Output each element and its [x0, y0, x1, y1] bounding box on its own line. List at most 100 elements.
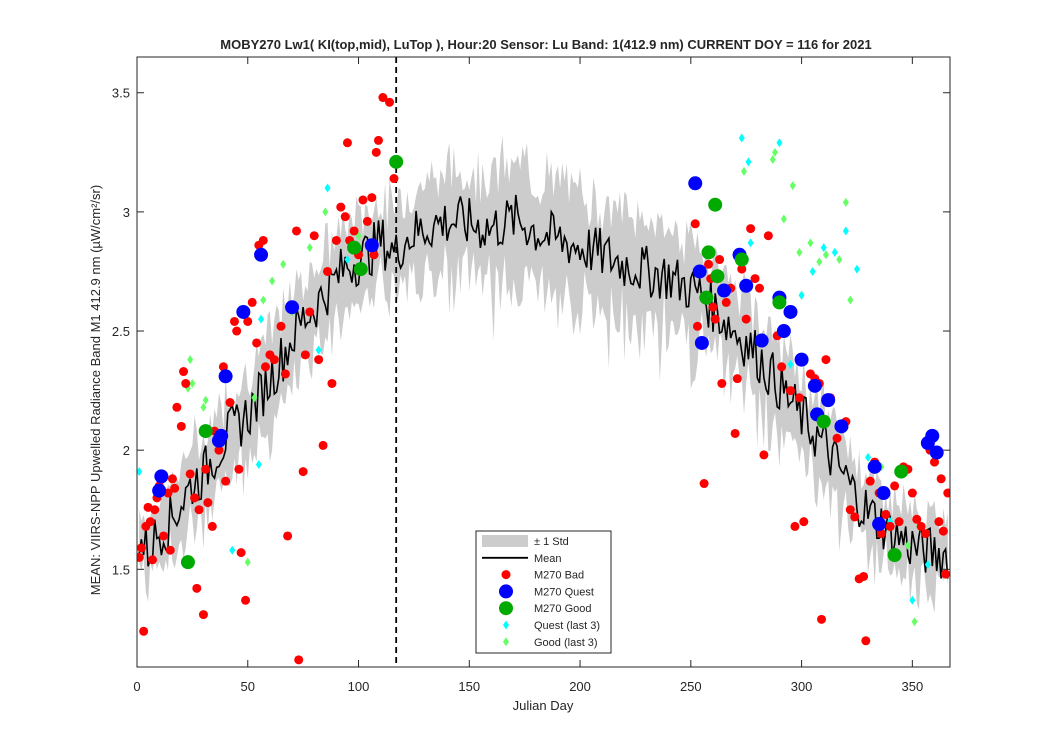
bad-point	[165, 545, 175, 555]
bad-point	[214, 445, 224, 455]
bad-point	[221, 476, 231, 486]
quest-point	[739, 278, 754, 293]
good-last3-point	[187, 355, 194, 365]
bad-point	[894, 517, 904, 527]
good-point	[887, 548, 902, 563]
quest-last3-point	[924, 560, 931, 570]
bad-point	[331, 235, 341, 245]
bad-point	[280, 369, 290, 379]
bad-point	[845, 505, 855, 515]
good-point	[198, 424, 213, 439]
bad-point	[232, 326, 242, 336]
good-point	[180, 555, 195, 570]
legend-box	[475, 530, 612, 654]
bad-point	[890, 481, 900, 491]
bad-point	[358, 195, 368, 205]
good-last3-point	[796, 247, 803, 257]
bad-point	[294, 655, 304, 665]
good-last3-point	[816, 257, 823, 267]
bad-point	[207, 521, 217, 531]
quest-point	[692, 264, 707, 279]
chart-title: MOBY270 Lw1( KI(top,mid), LuTop ), Hour:…	[220, 37, 871, 52]
bad-point	[861, 636, 871, 646]
quest-point	[152, 483, 167, 498]
quest-point	[214, 428, 229, 443]
legend-good-last3-swatch	[503, 637, 509, 647]
quest-last3-point	[255, 459, 262, 469]
y-axis-label: MEAN: VIIRS-NPP Upwelled Radiance Band M…	[88, 185, 103, 595]
x-tick-label: 100	[348, 679, 370, 694]
bad-point	[921, 529, 931, 539]
bad-point	[145, 517, 155, 527]
bad-point	[371, 147, 381, 157]
bad-point	[309, 231, 319, 241]
good-last3-point	[847, 295, 854, 305]
x-tick-label: 0	[133, 679, 140, 694]
quest-point	[876, 486, 891, 501]
y-tick-label: 1.5	[112, 562, 130, 577]
bad-point	[203, 498, 213, 508]
bad-point	[276, 321, 286, 331]
bad-point	[777, 362, 787, 372]
bad-point	[314, 355, 324, 365]
quest-point	[929, 445, 944, 460]
good-last3-point	[306, 243, 313, 253]
bad-point	[741, 314, 751, 324]
legend-label: Quest (last 3)	[534, 620, 600, 632]
x-tick-label: 350	[901, 679, 923, 694]
bad-point	[236, 548, 246, 558]
bad-point	[817, 614, 827, 624]
quest-last3-point	[831, 247, 838, 257]
bad-point	[349, 226, 359, 236]
bad-point	[167, 474, 177, 484]
bad-point	[759, 450, 769, 460]
good-point	[894, 464, 909, 479]
bad-point	[885, 521, 895, 531]
bad-point	[704, 259, 714, 269]
quest-last3-point	[229, 545, 236, 555]
bad-point	[929, 457, 939, 467]
bad-point	[218, 362, 228, 372]
quest-last3-point	[820, 243, 827, 253]
bad-point	[699, 479, 709, 489]
good-last3-point	[189, 378, 196, 388]
bad-point	[241, 595, 251, 605]
bad-point	[912, 514, 922, 524]
quest-point	[783, 304, 798, 319]
bad-point	[907, 488, 917, 498]
quest-last3-point	[258, 314, 265, 324]
quest-point	[821, 393, 836, 408]
bad-point	[881, 510, 891, 519]
x-tick-label: 250	[680, 679, 702, 694]
bad-point	[732, 374, 742, 384]
quest-point	[872, 517, 887, 532]
bad-point	[941, 569, 950, 579]
quest-point	[754, 333, 769, 348]
bad-point	[150, 505, 160, 515]
bad-point	[934, 517, 944, 527]
legend: ± 1 Std Mean M270 Bad M270 Quest M270 Good Qu…	[475, 530, 612, 654]
x-axis-label: Julian Day	[513, 698, 574, 713]
bad-point	[865, 476, 875, 486]
bad-point	[159, 531, 169, 541]
bad-point	[201, 464, 211, 474]
good-point	[772, 295, 787, 310]
bad-point	[850, 512, 860, 522]
bad-point	[323, 266, 333, 276]
bad-point	[389, 174, 399, 184]
bad-point	[369, 250, 379, 260]
bad-point	[708, 302, 718, 312]
bad-point	[170, 483, 180, 493]
quest-point	[254, 247, 269, 262]
quest-point	[717, 283, 732, 298]
good-last3-point	[244, 557, 251, 567]
bad-point	[786, 386, 796, 396]
good-last3-point	[280, 259, 287, 269]
good-last3-point	[836, 255, 843, 265]
good-point	[353, 262, 368, 277]
legend-label: M270 Quest	[534, 586, 594, 598]
quest-last3-point	[137, 467, 143, 477]
axis-ticks: 0 50 100 150 200 250 300 350 1.5 2 2.5 3 3.5	[112, 57, 950, 694]
good-last3-point	[200, 402, 207, 412]
bad-point	[291, 226, 301, 236]
